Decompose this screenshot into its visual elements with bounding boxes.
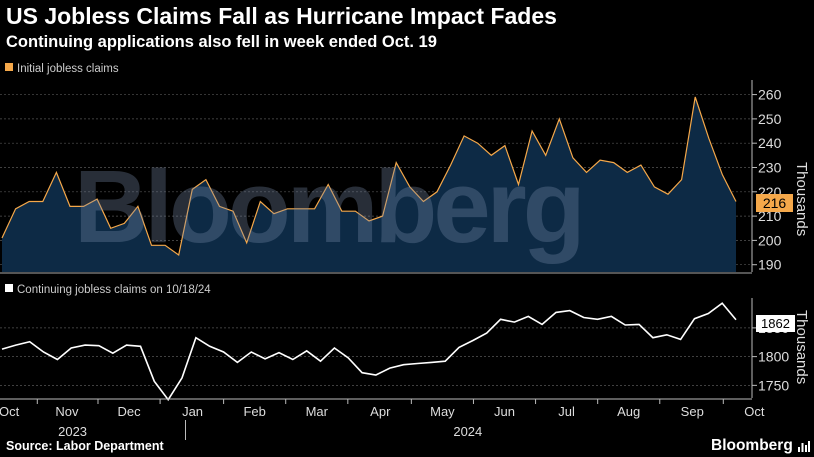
x-month-label: Oct [744, 404, 765, 419]
x-month-label: Apr [370, 404, 391, 419]
initial-claims-line [1, 96, 737, 257]
source-note: Source: Labor Department [6, 439, 164, 453]
y-tick-label: 230 [758, 159, 782, 175]
y-tick-label: 260 [758, 87, 782, 103]
x-month-label: Jan [182, 404, 203, 419]
initial-claims-last-value: 216 [763, 195, 787, 211]
x-month-label: Jun [494, 404, 515, 419]
continuing-claims-panel: 175018001850 Continuing jobless claims o… [0, 284, 810, 402]
continuing-claims-last-value: 1862 [761, 316, 790, 331]
initial-claims-area [2, 97, 736, 272]
chart-title: US Jobless Claims Fall as Hurricane Impa… [6, 3, 557, 29]
initial-claims-ylabel: Thousands [793, 162, 810, 236]
continuing-claims-line [1, 302, 737, 402]
x-month-label: Sep [681, 404, 704, 419]
x-month-label: Mar [306, 404, 329, 419]
initial-claims-legend: Initial jobless claims [17, 63, 119, 75]
continuing-claims-legend-swatch [5, 284, 13, 292]
y-tick-label: 240 [758, 135, 782, 151]
x-month-label: Jul [558, 404, 575, 419]
initial-claims-legend-swatch [5, 63, 13, 71]
y-tick-label: 250 [758, 111, 782, 127]
continuing-claims-legend: Continuing jobless claims on 10/18/24 [17, 284, 211, 296]
x-axis: Oct Nov Dec Jan Feb Mar Apr May Jun Jul Aug Sep Oct 2… [0, 398, 765, 440]
x-year-label: 2024 [453, 424, 482, 439]
x-year-label: 2023 [58, 424, 87, 439]
bar-chart-icon [798, 441, 810, 452]
y-tick-label: 190 [758, 257, 782, 273]
y-tick-label: 200 [758, 232, 782, 248]
y-tick-label: 1750 [758, 377, 789, 393]
continuing-claims-ylabel: Thousands [793, 310, 810, 384]
x-month-label: Oct [0, 404, 20, 419]
chart-subtitle: Continuing applications also fell in wee… [6, 33, 437, 51]
continuing-claims-last-value-box [756, 315, 795, 332]
bloomberg-logo: Bloomberg [711, 437, 793, 454]
x-month-label: Nov [55, 404, 79, 419]
y-tick-label: 1800 [758, 349, 789, 365]
y-tick-label: 210 [758, 208, 782, 224]
x-month-label: Dec [117, 404, 141, 419]
x-month-label: Feb [243, 404, 265, 419]
x-month-label: Aug [617, 404, 640, 419]
initial-claims-last-value-box [756, 194, 793, 212]
x-month-label: May [430, 404, 455, 419]
